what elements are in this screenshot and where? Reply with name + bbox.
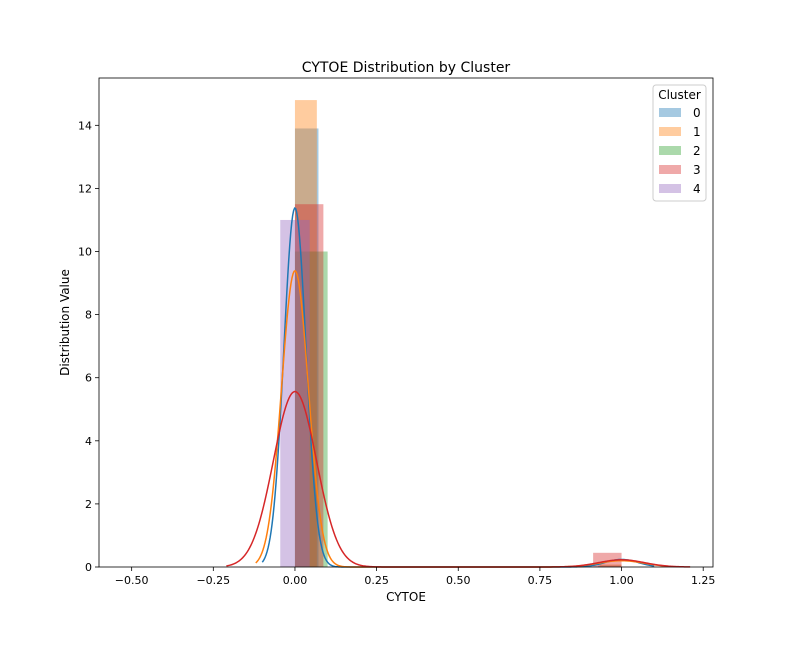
x-tick-label: −0.25 (196, 574, 230, 587)
y-tick-label: 0 (85, 561, 92, 574)
y-tick-label: 8 (85, 309, 92, 322)
y-axis: 0 2 4 6 8 10 12 14 (78, 119, 99, 574)
y-tick-label: 2 (85, 498, 92, 511)
legend-box (652, 84, 707, 202)
y-tick-label: 4 (85, 435, 92, 448)
legend-swatch-4 (659, 184, 681, 193)
legend-label-1: 1 (693, 125, 701, 139)
y-tick-label: 12 (78, 182, 92, 195)
legend-swatch-3 (659, 165, 681, 174)
y-axis-title: Distribution Value (58, 269, 72, 376)
legend-swatch-2 (659, 146, 681, 155)
legend-label-4: 4 (693, 182, 701, 196)
chart-title: CYTOE Distribution by Cluster (302, 60, 511, 76)
plot-frame (98, 77, 714, 568)
bar-cluster-4-0 (280, 219, 310, 567)
x-axis-title: CYTOE (386, 590, 426, 604)
bar-cluster-1-1 (599, 564, 622, 567)
y-tick-label: 10 (78, 246, 92, 259)
x-tick-label: 0.75 (528, 574, 553, 587)
legend: Cluster 0 1 2 3 4 (652, 84, 707, 202)
x-tick-label: 1.25 (691, 574, 716, 587)
legend-label-3: 3 (693, 163, 701, 177)
x-tick-label: 0.00 (283, 574, 308, 587)
y-tick-label: 6 (85, 372, 92, 385)
x-tick-label: 0.50 (446, 574, 471, 587)
legend-label-2: 2 (693, 144, 701, 158)
legend-label-0: 0 (693, 106, 701, 120)
x-tick-label: −0.50 (115, 574, 149, 587)
bar-cluster-2-0 (294, 251, 328, 568)
x-tick-label: 1.00 (609, 574, 634, 587)
x-tick-label: 0.25 (364, 574, 389, 587)
plot-area (226, 100, 691, 568)
x-axis: −0.50 −0.25 0.00 0.25 0.50 0.75 1.00 1.25 (115, 567, 716, 587)
legend-swatch-0 (659, 108, 681, 117)
bar-cluster-0-1 (598, 565, 622, 567)
legend-title: Cluster (658, 88, 701, 102)
legend-swatch-1 (659, 127, 681, 136)
y-tick-label: 14 (78, 119, 92, 132)
